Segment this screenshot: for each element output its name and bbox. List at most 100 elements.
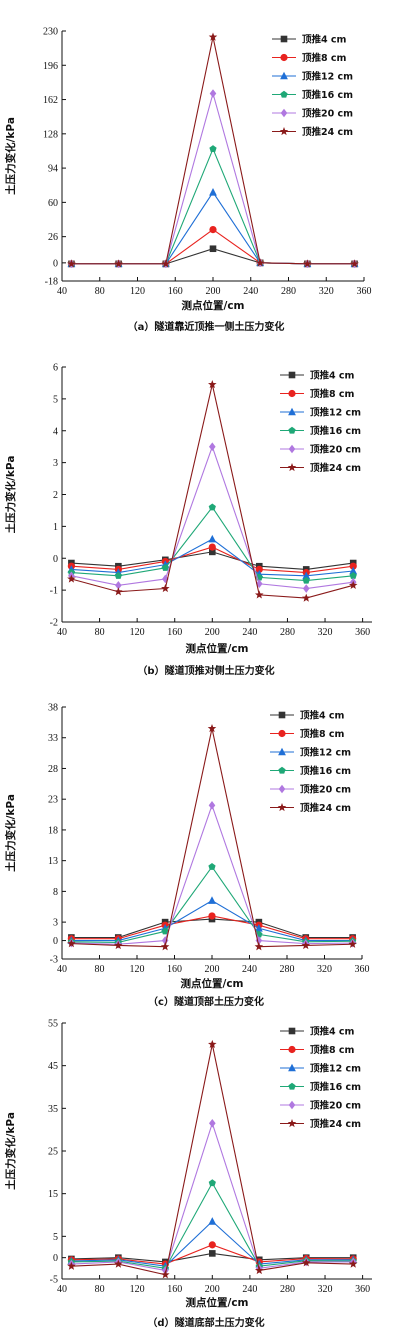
legend-marker (288, 444, 296, 454)
y-tick-label: 13 (48, 856, 58, 867)
x-tick-label: 200 (205, 627, 220, 638)
legend-label: 顶推4 cm (300, 710, 345, 722)
legend: 顶推4 cm 顶推8 cm 顶推12 cm 顶推16 cm 顶推20 cm 顶推24 cm (270, 710, 351, 814)
legend-marker (288, 1100, 296, 1110)
chart-caption: （d）隧道底部土压力变化 (147, 1316, 264, 1329)
legend-marker (278, 729, 286, 738)
data-point (302, 584, 310, 593)
data-point (161, 584, 170, 593)
data-point (114, 587, 123, 596)
legend-label: 顶推20 cm (310, 1100, 361, 1112)
x-axis-label: 测点位置/cm (186, 642, 249, 655)
x-tick-label: 120 (130, 286, 145, 297)
y-tick-label: 2 (53, 490, 58, 501)
data-point (208, 1039, 217, 1048)
y-tick-label: 128 (43, 129, 58, 140)
x-axis-label: 测点位置/cm (181, 977, 244, 990)
data-point (254, 1265, 264, 1275)
y-tick-label: -1 (50, 586, 58, 597)
legend-label: 顶推12 cm (310, 1063, 361, 1075)
y-axis-label: 土压力变化/kPa (4, 456, 17, 534)
data-point (208, 543, 216, 551)
data-point (160, 942, 170, 951)
data-point (115, 581, 122, 590)
data-point (161, 1270, 170, 1279)
x-tick-label: 80 (95, 964, 105, 975)
series-2 (67, 543, 357, 577)
y-tick-label: 38 (48, 703, 58, 714)
data-point (350, 259, 359, 268)
data-point (161, 259, 171, 268)
y-tick-label: 45 (48, 1061, 58, 1072)
data-point (255, 579, 263, 589)
x-tick-label: 240 (242, 1284, 257, 1295)
y-tick-label: 18 (48, 825, 58, 836)
legend-marker (288, 371, 296, 379)
data-point (301, 1258, 311, 1267)
chart-caption: （c）隧道顶部土压力变化 (148, 995, 264, 1008)
series-6 (67, 380, 358, 602)
y-tick-label: 8 (53, 887, 58, 898)
data-point (67, 939, 76, 948)
legend-marker (288, 1027, 296, 1035)
series-line (71, 803, 353, 945)
data-point (209, 245, 217, 253)
legend-marker (278, 766, 286, 774)
y-tick-label: 0 (53, 258, 58, 269)
y-tick-label: -2 (50, 618, 58, 629)
legend-marker (278, 784, 286, 794)
x-tick-label: 120 (130, 1284, 145, 1295)
data-point (114, 259, 123, 268)
chart-panel-2: -2 -1 0 1 2 3 4 5 6 40 80 120 160 200 240 280 320 360 土压力变… (4, 363, 372, 677)
y-axis-label: 土压力变化/kPa (4, 794, 17, 872)
legend-label: 顶推24 cm (310, 1118, 361, 1130)
series-5 (68, 801, 356, 949)
x-tick-label: 160 (168, 286, 183, 297)
y-tick-label: 28 (48, 764, 58, 775)
x-tick-label: 160 (167, 627, 182, 638)
x-tick-label: 280 (280, 964, 295, 975)
y-tick-label: 0 (53, 554, 58, 565)
legend-label: 顶推12 cm (302, 71, 353, 83)
y-tick-label: 196 (43, 61, 58, 72)
data-point (208, 801, 216, 810)
legend-label: 顶推24 cm (302, 126, 353, 138)
data-point (208, 503, 216, 511)
x-tick-label: 40 (57, 1284, 67, 1295)
series-3 (67, 534, 358, 580)
legend-label: 顶推20 cm (302, 108, 353, 120)
legend-label: 顶推20 cm (310, 444, 361, 456)
legend-label: 顶推20 cm (300, 784, 351, 796)
data-point (114, 1259, 123, 1268)
data-point (302, 576, 310, 584)
x-tick-label: 360 (355, 1284, 370, 1295)
x-tick-label: 320 (318, 627, 333, 638)
data-point (301, 593, 311, 602)
legend-marker (288, 1045, 296, 1054)
x-tick-label: 40 (57, 964, 67, 975)
data-point (209, 442, 216, 451)
data-point (209, 548, 216, 556)
y-axis-label: 土压力变化/kPa (4, 117, 17, 195)
chart-caption: （b）隧道顶推对侧土压力变化 (137, 664, 274, 677)
y-tick-label: 162 (43, 95, 58, 106)
x-tick-label: 240 (243, 286, 258, 297)
y-tick-label: -3 (50, 955, 58, 966)
data-point (113, 940, 123, 950)
series-6 (67, 724, 357, 951)
data-point (254, 923, 263, 932)
data-point (209, 225, 217, 234)
legend-label: 顶推12 cm (310, 407, 361, 419)
legend-marker (278, 747, 286, 756)
legend-label: 顶推8 cm (310, 388, 355, 400)
x-tick-label: 160 (167, 964, 182, 975)
y-tick-label: 4 (53, 426, 58, 437)
x-tick-label: 40 (57, 627, 67, 638)
legend-label: 顶推4 cm (310, 370, 355, 382)
data-point (209, 1118, 216, 1128)
legend-label: 顶推4 cm (310, 1026, 355, 1038)
legend-marker (287, 1119, 297, 1128)
chart-panel-1: -18 0 26 60 94 128 162 196 230 40 80 120 160 200 240 28… (4, 27, 372, 334)
legend-label: 顶推24 cm (310, 462, 361, 474)
